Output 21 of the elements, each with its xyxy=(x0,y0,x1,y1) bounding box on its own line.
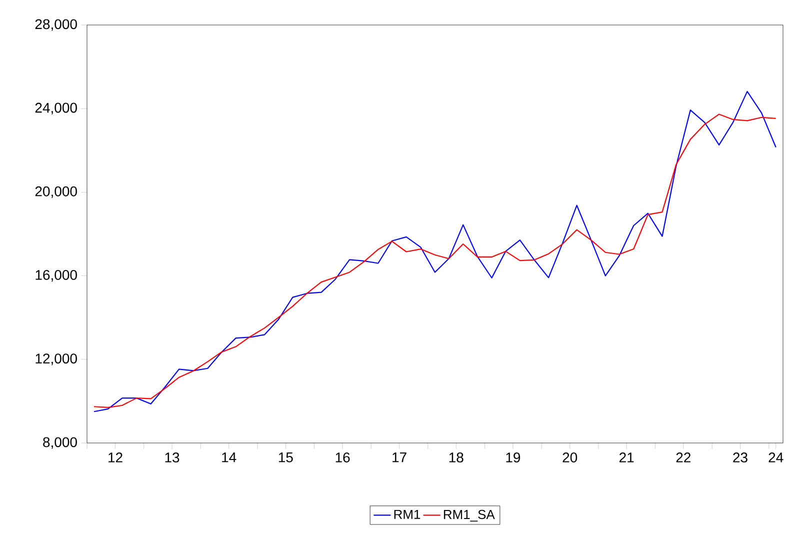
y-tick-label: 20,000 xyxy=(35,186,77,198)
y-tick-label: 28,000 xyxy=(35,19,77,31)
legend-label: RM1 xyxy=(394,510,420,519)
legend-label: RM1_SA xyxy=(444,510,495,522)
y-tick-label: 8,000 xyxy=(43,437,77,449)
x-tick-label: 16 xyxy=(336,452,350,462)
y-tick-label: 16,000 xyxy=(36,270,77,282)
x-tick-label: 18 xyxy=(449,452,464,462)
x-tick-label: 14 xyxy=(222,452,236,462)
x-tick-label: 12 xyxy=(108,452,122,462)
x-tick-label: 23 xyxy=(733,452,748,462)
x-tick-label: 21 xyxy=(620,452,634,462)
x-tick-label: 17 xyxy=(392,452,406,462)
y-tick-label: 24,000 xyxy=(35,102,77,114)
x-tick-label: 15 xyxy=(278,452,293,462)
x-tick-label: 13 xyxy=(165,452,180,462)
x-tick-label: 22 xyxy=(676,452,690,462)
x-tick-label: 19 xyxy=(506,452,520,462)
y-tick-label: 12,000 xyxy=(36,354,77,366)
x-tick-label: 20 xyxy=(562,452,578,462)
x-tick-label: 24 xyxy=(768,452,784,462)
